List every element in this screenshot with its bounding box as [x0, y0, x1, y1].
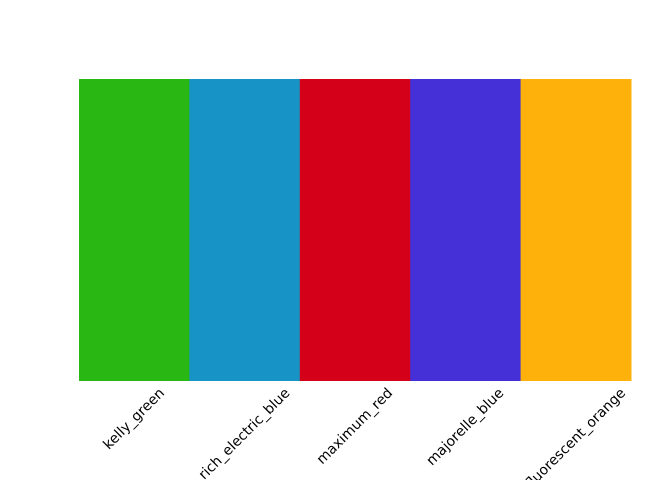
- tick-labels: kelly_green rich_electric_blue maximum_red…: [100, 385, 629, 480]
- swatch-maximum_red: [299, 79, 411, 381]
- tick-label-majorelle_blue: majorelle_blue: [424, 385, 508, 469]
- swatch-fluorescent_orange: [520, 79, 632, 381]
- tick-label-fluorescent_orange: fluorescent_orange: [523, 385, 629, 480]
- swatch-majorelle_blue: [410, 79, 522, 381]
- tick-label-rich_electric_blue: rich_electric_blue: [196, 385, 294, 480]
- swatch-kelly_green: [79, 79, 190, 381]
- swatches: [79, 79, 632, 381]
- tick-label-maximum_red: maximum_red: [314, 385, 396, 467]
- tick-label-kelly_green: kelly_green: [100, 385, 168, 453]
- swatch-rich_electric_blue: [189, 79, 301, 381]
